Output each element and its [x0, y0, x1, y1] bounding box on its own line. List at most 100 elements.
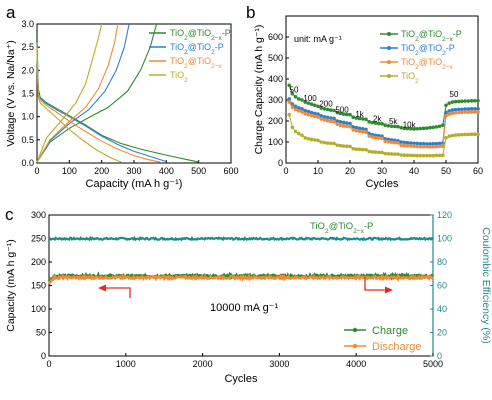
data-point	[287, 97, 292, 101]
data-point	[361, 117, 365, 121]
data-point	[441, 144, 445, 148]
data-point	[373, 150, 378, 154]
data-point	[325, 141, 330, 145]
data-point	[447, 112, 452, 116]
data-point	[460, 132, 464, 137]
data-point	[351, 128, 356, 132]
data-point	[341, 144, 346, 148]
x-tick-label: 1000	[116, 359, 136, 369]
data-point	[418, 126, 423, 131]
data-point	[441, 123, 445, 127]
data-point	[306, 101, 311, 105]
x-axis-label: Capacity (mA h g⁻¹)	[86, 178, 183, 190]
data-point	[316, 138, 320, 143]
data-point	[399, 153, 404, 157]
data-point	[287, 83, 292, 88]
data-point	[469, 107, 474, 111]
rate-label: 5k	[389, 117, 398, 126]
data-point	[469, 99, 474, 103]
y-right-tick-label: 60	[437, 281, 447, 291]
x-tick-label: 200	[94, 166, 109, 176]
data-point	[338, 120, 343, 124]
data-point	[303, 111, 308, 116]
data-point	[303, 100, 308, 104]
data-point	[341, 120, 346, 125]
data-point	[466, 107, 471, 111]
data-point	[325, 118, 330, 123]
data-point	[377, 121, 381, 126]
data-point	[297, 106, 301, 110]
data-point	[431, 141, 436, 146]
x-tick-label: 3000	[269, 359, 289, 369]
x-tick-label: 600	[223, 166, 238, 176]
data-point	[469, 132, 474, 137]
data-point	[300, 133, 304, 138]
data-point	[335, 119, 340, 123]
data-point	[348, 124, 352, 129]
data-point	[303, 108, 308, 113]
data-point	[418, 141, 423, 146]
data-point	[386, 124, 391, 128]
data-point	[293, 104, 298, 109]
y-tick-label: 200	[31, 257, 46, 267]
data-point	[428, 142, 432, 146]
x-axis-label: Cycles	[224, 373, 258, 385]
data-point	[402, 143, 407, 148]
data-point	[338, 123, 343, 127]
x-tick-label: 5000	[423, 359, 443, 369]
legend-entry: TiO2	[170, 70, 188, 84]
data-point	[380, 136, 384, 141]
x-tick-label: 40	[409, 166, 419, 176]
data-point	[393, 140, 397, 145]
data-point	[389, 124, 394, 129]
data-point	[364, 130, 368, 134]
data-point	[297, 97, 301, 101]
data-point	[457, 107, 461, 112]
data-point	[428, 153, 432, 158]
data-point	[293, 95, 298, 99]
x-tick-label: 500	[191, 166, 206, 176]
data-point	[332, 141, 336, 146]
data-point	[319, 117, 324, 121]
data-point	[367, 149, 372, 154]
data-point	[361, 126, 365, 131]
y-tick-label: 300	[31, 210, 46, 220]
data-point	[415, 144, 420, 149]
data-point	[412, 153, 416, 158]
data-point	[364, 117, 368, 122]
data-point	[367, 120, 372, 124]
data-point	[453, 107, 458, 112]
data-point	[476, 98, 480, 103]
panel-label-a: a	[6, 3, 16, 22]
y-tick-label: 600	[268, 32, 283, 42]
legend-marker	[352, 343, 358, 349]
x-tick-label: 0	[34, 166, 39, 176]
data-point	[345, 121, 349, 125]
data-point	[444, 113, 448, 118]
data-point	[437, 124, 442, 129]
data-point	[290, 125, 295, 130]
data-point	[415, 153, 420, 158]
data-point	[450, 111, 455, 116]
data-point	[380, 150, 384, 155]
x-tick-label: 0	[283, 166, 288, 176]
data-point	[386, 139, 391, 144]
rate-label: 1k	[355, 110, 364, 119]
unit-label: unit: mA g⁻¹	[294, 34, 342, 44]
data-point	[402, 140, 407, 145]
data-point	[418, 144, 423, 149]
y-tick-label: 0	[41, 351, 46, 361]
panel-label-b: b	[246, 3, 255, 22]
series-line-discharge-2	[36, 47, 161, 163]
data-point	[357, 116, 362, 121]
data-point	[412, 141, 416, 146]
data-point	[396, 152, 400, 156]
legend-entry: Charge	[372, 325, 408, 337]
data-point	[313, 111, 317, 116]
arrow-head-right	[385, 286, 393, 294]
data-point	[306, 112, 311, 117]
data-point	[370, 150, 375, 154]
y-axis-label: Capacity (mA h g⁻¹)	[5, 239, 17, 332]
data-point	[370, 120, 375, 125]
